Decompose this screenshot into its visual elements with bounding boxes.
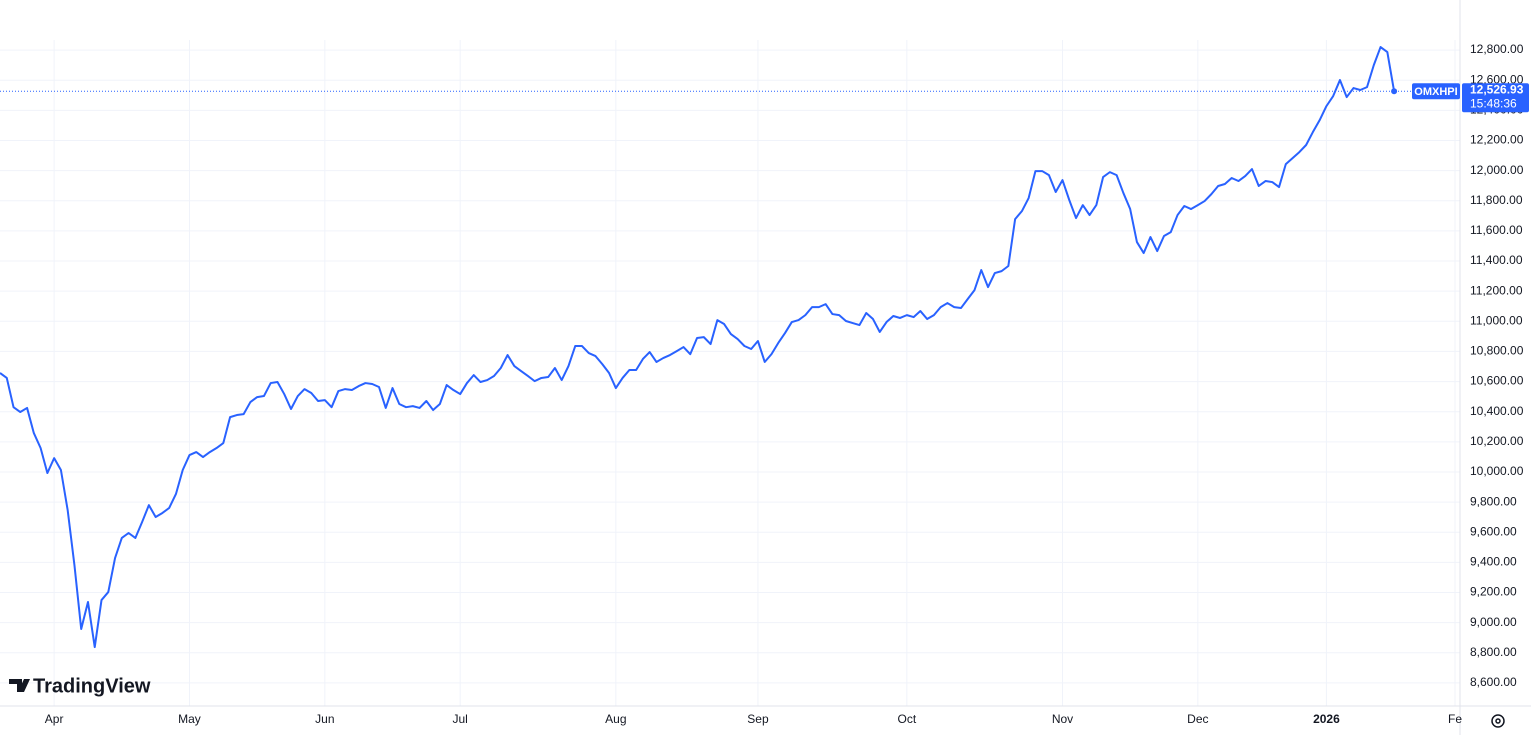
x-tick-label: Sep	[747, 712, 769, 726]
x-tick-label: Aug	[605, 712, 626, 726]
y-tick-label: 12,600.00	[1470, 72, 1524, 86]
x-tick-label: 2026	[1313, 712, 1340, 726]
plot	[0, 46, 1460, 649]
symbol-name: OMXHPI	[1414, 86, 1457, 98]
y-tick-label: 10,800.00	[1470, 344, 1524, 358]
settings-gear[interactable]	[1491, 714, 1505, 728]
y-tick-label: 11,800.00	[1470, 193, 1523, 207]
y-tick-label: 9,000.00	[1470, 615, 1517, 629]
x-tick-label: Oct	[898, 712, 917, 726]
price-line	[0, 46, 1396, 649]
x-tick-label: Dec	[1187, 712, 1208, 726]
x-tick-label: Nov	[1052, 712, 1073, 726]
price-tag	[1462, 83, 1529, 113]
y-tick-label: 10,000.00	[1470, 464, 1524, 478]
y-tick-label: 9,400.00	[1470, 555, 1517, 569]
y-tick-label: 11,400.00	[1470, 253, 1523, 267]
y-tick-label: 10,600.00	[1470, 374, 1524, 388]
y-tick-label: 8,800.00	[1470, 645, 1517, 659]
y-tick-label: 11,600.00	[1470, 223, 1523, 237]
y-tick-label: 10,400.00	[1470, 404, 1524, 418]
y-tick-label: 11,000.00	[1470, 313, 1523, 327]
x-tick-label: May	[178, 712, 201, 726]
y-tick-label: 11,200.00	[1470, 283, 1523, 297]
x-tick-label: Jul	[453, 712, 468, 726]
grid	[0, 40, 1460, 706]
symbol-tag	[1412, 83, 1460, 100]
y-tick-label: 9,800.00	[1470, 494, 1517, 508]
y-tick-label: 12,800.00	[1470, 42, 1524, 56]
logo: TradingView	[9, 675, 151, 697]
y-tick-label: 8,600.00	[1470, 675, 1517, 689]
x-tick-label: Jun	[315, 712, 334, 726]
y-tick-label: 12,000.00	[1470, 163, 1524, 177]
x-tick-label: Fe	[1448, 712, 1462, 726]
price-tag-label: 12,526.93	[1470, 82, 1524, 96]
settings-icon[interactable]	[1491, 714, 1505, 728]
logo-icon	[9, 679, 30, 692]
price-tag-time: 15:48:36	[1470, 96, 1517, 110]
y-tick-label: 9,600.00	[1470, 524, 1517, 538]
y-tick-label: 10,200.00	[1470, 434, 1524, 448]
y-tick-label: 12,200.00	[1470, 133, 1524, 147]
y-tick-label: 9,200.00	[1470, 585, 1517, 599]
settings-gear-center	[1495, 718, 1501, 724]
x-tick-label: Apr	[45, 712, 64, 726]
last-point	[1391, 88, 1398, 95]
watermark: TradingView	[33, 675, 151, 697]
